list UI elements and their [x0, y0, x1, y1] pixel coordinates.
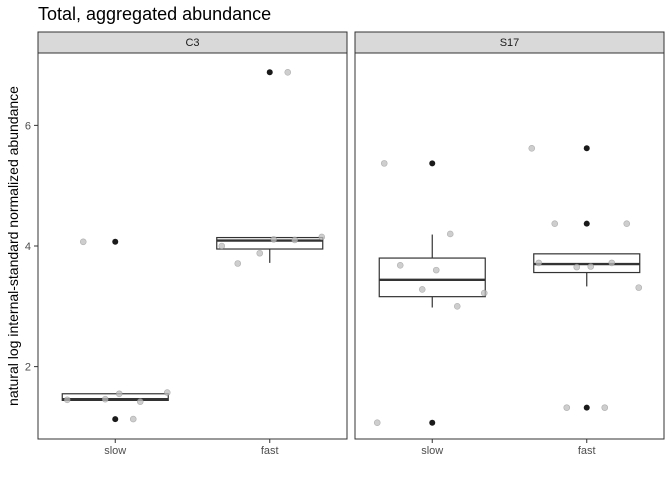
jitter-point	[563, 404, 571, 411]
facet-strip-label: S17	[500, 37, 520, 49]
jitter-point	[432, 266, 440, 274]
jitter-point	[480, 289, 488, 297]
box-iqr	[61, 393, 169, 402]
chart-title: Total, aggregated abundance	[38, 4, 271, 24]
outlier-point	[112, 416, 119, 423]
jitter-point	[608, 259, 616, 267]
jitter-point	[601, 404, 609, 411]
jitter-point	[291, 236, 299, 244]
jitter-point	[163, 389, 171, 396]
boxplot-fast	[216, 69, 326, 267]
outlier-point	[112, 238, 119, 245]
jitter-point	[587, 263, 595, 270]
jitter-point	[284, 69, 292, 76]
panels-layer: C3 2 4 6 slow fast S17 slow fast	[25, 31, 665, 457]
outlier-point	[266, 69, 273, 76]
jitter-point	[256, 249, 264, 257]
panel-border	[354, 52, 665, 440]
facet-strip-label: C3	[185, 37, 199, 49]
jitter-point	[396, 261, 404, 269]
boxplot-slow	[373, 160, 488, 427]
jitter-point	[234, 260, 242, 267]
jitter-point	[380, 160, 388, 167]
facet-panel-s17: S17 slow fast	[354, 31, 665, 457]
panel-border	[37, 52, 348, 440]
box-iqr	[216, 236, 324, 250]
y-tick-label: 4	[25, 241, 31, 253]
jitter-point	[115, 390, 123, 398]
jitter-point	[63, 396, 71, 404]
jitter-point	[129, 415, 137, 423]
jitter-point	[136, 398, 144, 405]
jitter-point	[528, 144, 536, 152]
jitter-point	[573, 263, 581, 271]
jitter-point	[635, 284, 643, 291]
outlier-point	[429, 419, 436, 426]
facet-panel-c3: C3 2 4 6 slow fast	[25, 31, 348, 457]
jitter-point	[79, 238, 87, 246]
jitter-point	[623, 220, 631, 227]
outlier-point	[583, 404, 590, 411]
y-axis-label: natural log internal-standard normalized…	[5, 86, 21, 406]
jitter-point	[373, 419, 381, 427]
boxplot-slow	[61, 238, 171, 423]
outlier-point	[583, 145, 590, 152]
x-tick-label: slow	[104, 445, 126, 457]
jitter-point	[101, 395, 109, 403]
y-tick-label: 2	[25, 362, 31, 374]
jitter-point	[453, 303, 461, 310]
x-tick-label: fast	[261, 445, 279, 457]
jitter-point	[418, 286, 426, 293]
jitter-point	[270, 236, 278, 243]
jitter-point	[551, 220, 559, 227]
x-tick-label: fast	[578, 445, 596, 457]
box-iqr	[378, 257, 486, 298]
jitter-point	[218, 242, 226, 250]
jitter-point	[535, 259, 543, 267]
outlier-point	[429, 160, 436, 167]
outlier-point	[583, 220, 590, 227]
x-tick-label: slow	[421, 445, 443, 457]
jitter-point	[318, 233, 326, 241]
boxplot-fast	[528, 144, 643, 411]
y-tick-label: 6	[25, 120, 31, 132]
jitter-point	[446, 230, 454, 238]
